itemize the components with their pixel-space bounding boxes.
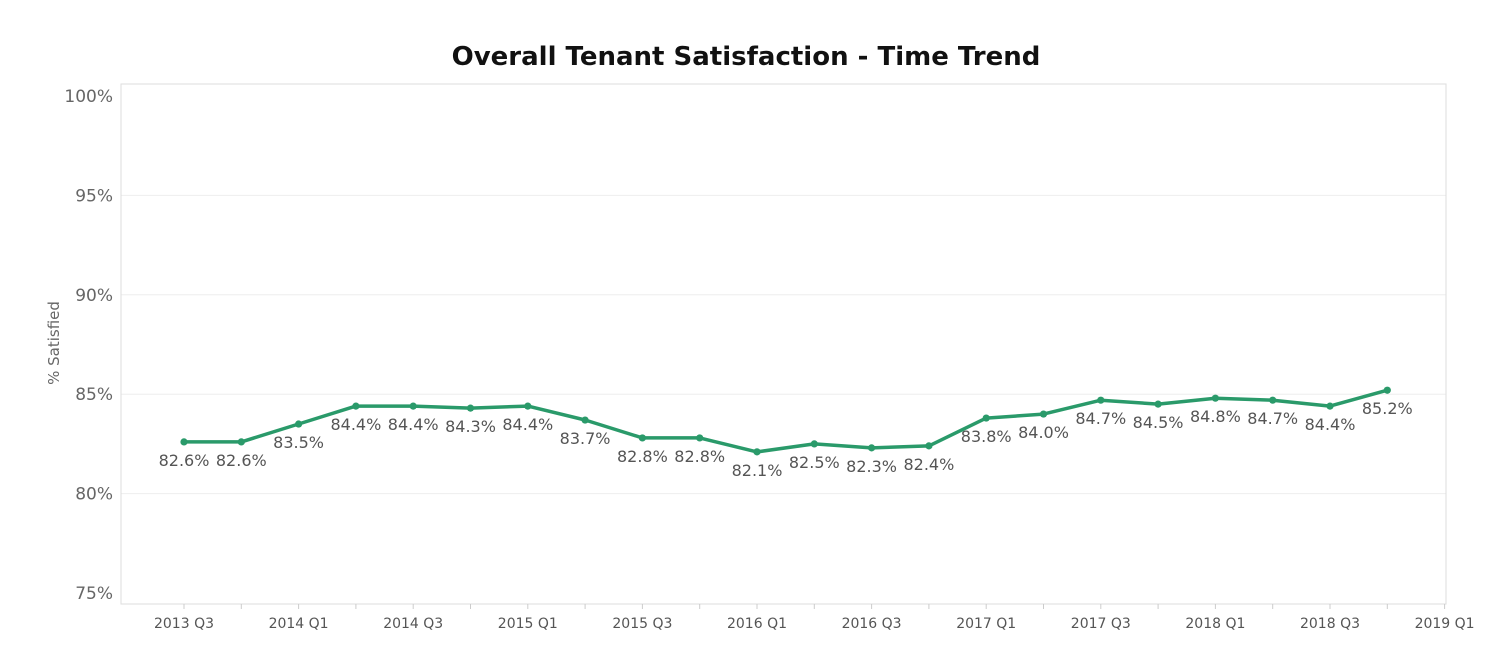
x-tick-label: 2016 Q3 [842, 616, 902, 632]
data-point [638, 434, 647, 442]
data-label: 82.6% [216, 451, 267, 470]
data-point [982, 414, 990, 422]
x-tick-label: 2015 Q1 [498, 616, 558, 632]
data-label: 84.8% [1190, 407, 1241, 426]
data-point [1154, 400, 1162, 408]
data-point [810, 440, 818, 448]
data-label: 82.4% [903, 455, 954, 474]
data-label: 84.4% [330, 415, 381, 434]
x-tick-label: 2013 Q3 [154, 616, 214, 632]
data-point [180, 438, 188, 446]
data-point [1326, 402, 1334, 410]
data-label: 84.4% [502, 415, 553, 434]
y-tick-label: 85% [75, 385, 113, 405]
y-tick-label: 95% [75, 186, 113, 206]
data-label: 82.6% [159, 451, 210, 470]
data-point [466, 404, 475, 412]
data-label: 84.7% [1247, 409, 1298, 428]
data-label: 84.5% [1133, 413, 1184, 432]
x-tick-label: 2014 Q3 [383, 616, 443, 632]
data-point [753, 448, 761, 456]
data-point [1269, 396, 1277, 404]
data-point [295, 420, 303, 428]
data-label: 83.7% [560, 429, 611, 448]
y-tick-label: 80% [75, 485, 113, 505]
data-label: 83.5% [273, 433, 324, 452]
chart-title: Overall Tenant Satisfaction - Time Trend [451, 42, 1041, 72]
data-label: 84.3% [445, 417, 496, 436]
data-point [524, 402, 532, 410]
x-tick-label: 2016 Q1 [727, 616, 787, 632]
data-point [237, 438, 245, 446]
data-point [581, 416, 589, 424]
data-label: 82.8% [674, 447, 725, 466]
data-point [1383, 386, 1391, 394]
x-tick-label: 2019 Q1 [1415, 616, 1475, 632]
data-label: 84.4% [1305, 415, 1356, 434]
x-tick-label: 2015 Q3 [612, 616, 672, 632]
x-tick-label: 2017 Q1 [956, 616, 1016, 632]
data-point [868, 444, 876, 452]
data-point [1211, 394, 1219, 402]
data-label: 85.2% [1362, 399, 1413, 418]
axes: 75% 80% 85% 90% 95% 100% 2013 Q3 2014 Q1 2014 Q3… [64, 87, 1474, 632]
data-point [1097, 396, 1105, 404]
data-point [352, 402, 360, 410]
data-label: 83.8% [961, 427, 1012, 446]
y-tick-label: 75% [75, 584, 113, 604]
y-axis-label: % Satisfied [45, 301, 63, 385]
data-label: 82.8% [617, 447, 668, 466]
plot-frame [120, 83, 1447, 605]
series-line [182, 388, 1390, 454]
data-label: 82.5% [789, 453, 840, 472]
data-point [696, 434, 704, 442]
data-label: 84.7% [1075, 409, 1126, 428]
data-point [925, 442, 933, 450]
data-label: 82.3% [846, 457, 897, 476]
gridlines [121, 194, 1446, 495]
series-layer: 82.6% 82.6% 83.5% 84.4% 84.4% 84.3% 84.4% 83.7%… [159, 386, 1413, 480]
data-point [1039, 410, 1048, 418]
data-label: 84.0% [1018, 423, 1069, 442]
data-point [409, 402, 417, 410]
y-tick-label: 90% [75, 286, 113, 306]
x-tick-label: 2014 Q1 [269, 616, 329, 632]
y-tick-label: 100% [64, 87, 113, 107]
x-tick-label: 2018 Q1 [1185, 616, 1245, 632]
x-tick-label: 2017 Q3 [1071, 616, 1131, 632]
data-label: 84.4% [388, 415, 439, 434]
data-label: 82.1% [732, 461, 783, 480]
x-tick-label: 2018 Q3 [1300, 616, 1360, 632]
